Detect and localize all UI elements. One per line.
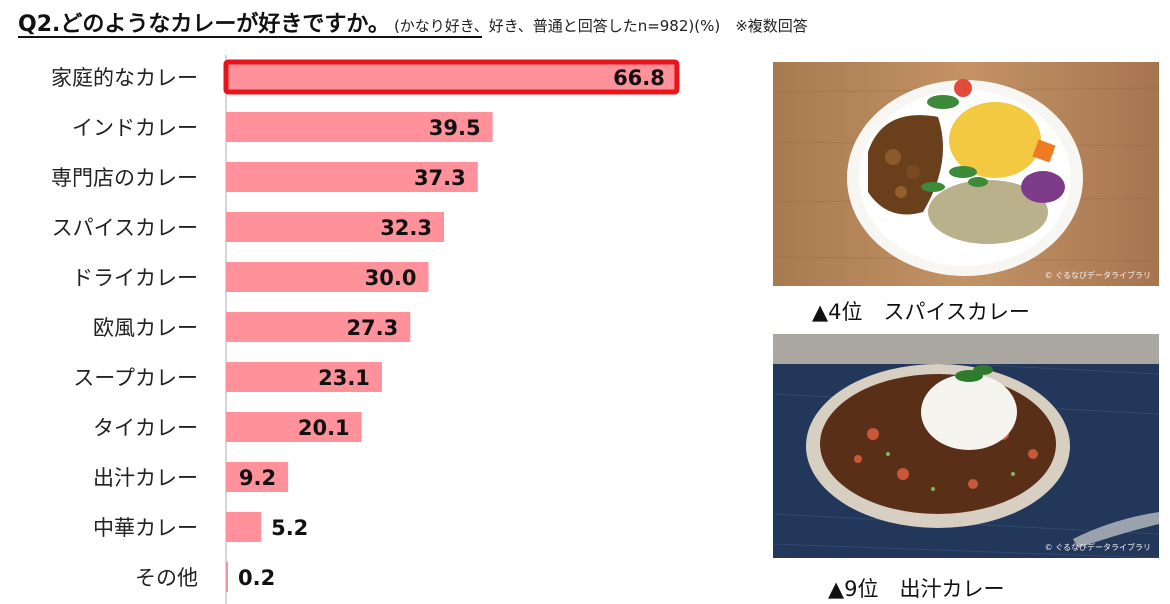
value-label: 37.3: [414, 166, 466, 190]
category-label: 出汁カレー: [93, 466, 198, 490]
value-label: 27.3: [346, 316, 398, 340]
bar-chart: 家庭的なカレー 66.8 インドカレー 39.5 専門店のカレー 37.3 スパイスカレー 3…: [51, 55, 680, 604]
value-label: 66.8: [613, 66, 665, 90]
bar: [226, 462, 289, 492]
bar: [226, 162, 478, 192]
category-label: スープカレー: [73, 366, 198, 390]
category-label: 欧風カレー: [93, 316, 198, 340]
bar: [226, 262, 429, 292]
category-label: ドライカレー: [72, 266, 198, 290]
category-label: 専門店のカレー: [51, 166, 198, 190]
spice-curry-image: © ぐるなびデータライブラリ: [773, 62, 1159, 286]
value-label: 32.3: [380, 216, 432, 240]
value-label: 23.1: [318, 366, 370, 390]
category-label: 中華カレー: [93, 516, 198, 540]
value-label: 9.2: [239, 466, 276, 490]
category-label: スパイスカレー: [52, 216, 198, 240]
value-label: 39.5: [429, 116, 481, 140]
sample-note: (かなり好き、好き、普通と回答したn=982)(%) ※複数回答: [393, 17, 808, 35]
value-label: 0.2: [238, 566, 275, 590]
value-label: 20.1: [298, 416, 350, 440]
bar: [226, 112, 493, 142]
title-underline: [18, 36, 482, 38]
spice-curry-photo: © ぐるなびデータライブラリ: [773, 62, 1159, 286]
bar: [226, 312, 411, 342]
category-label: インドカレー: [72, 116, 198, 140]
chart-title: Q2.どのようなカレーが好きですか。 (かなり好き、好き、普通と回答したn=982…: [18, 6, 808, 38]
bar: [226, 212, 445, 242]
bar: [226, 562, 228, 592]
bar: [226, 362, 382, 392]
category-label: タイカレー: [93, 416, 198, 440]
category-label: 家庭的なカレー: [51, 66, 198, 90]
bar: [226, 412, 362, 442]
dashi-curry-image: © ぐるなびデータライブラリ: [773, 334, 1159, 558]
category-label: その他: [135, 566, 198, 590]
photo-caption-spice: ▲4位 スパイスカレー: [812, 300, 1030, 324]
question-text: Q2.どのようなカレーが好きですか。: [18, 12, 390, 37]
bar-highlighted: [223, 59, 680, 95]
value-label: 30.0: [365, 266, 417, 290]
value-label: 5.2: [271, 516, 308, 540]
photo-credit: © ぐるなびデータライブラリ: [1045, 542, 1151, 552]
dashi-curry-photo: © ぐるなびデータライブラリ: [773, 334, 1159, 558]
bar: [226, 512, 262, 542]
photo-credit: © ぐるなびデータライブラリ: [1045, 270, 1151, 280]
photo-caption-dashi: ▲9位 出汁カレー: [828, 577, 1005, 601]
